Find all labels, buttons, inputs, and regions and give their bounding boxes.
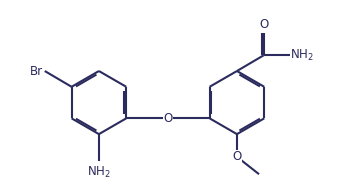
Text: Br: Br bbox=[30, 65, 43, 78]
Text: NH$_2$: NH$_2$ bbox=[290, 48, 314, 63]
Text: NH$_2$: NH$_2$ bbox=[87, 165, 111, 180]
Text: O: O bbox=[259, 18, 268, 31]
Text: O: O bbox=[232, 150, 242, 163]
Text: O: O bbox=[163, 112, 172, 125]
